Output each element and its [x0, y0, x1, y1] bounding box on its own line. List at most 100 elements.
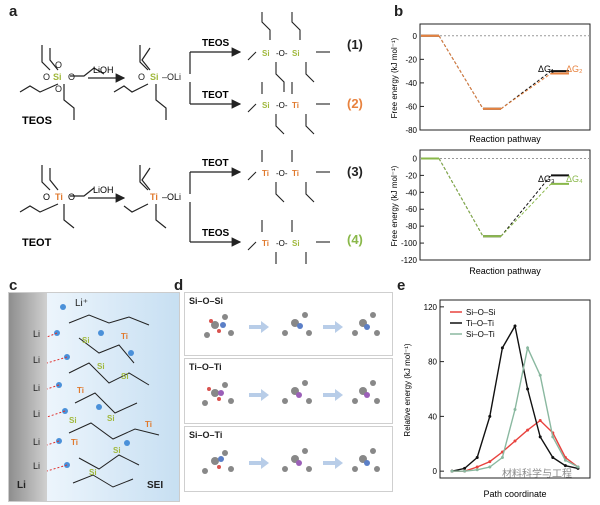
lioh-label-top: LiOH: [93, 65, 114, 75]
p3-ti-1: Ti: [262, 169, 269, 178]
teos-si-atom: Si: [53, 72, 62, 82]
int-oli: –OLi: [162, 72, 181, 82]
bottom-chart-tick-label-4: -80: [405, 222, 417, 231]
li-metal-label: Li: [17, 480, 26, 491]
free-energy-charts: 0 -20 -40 -60 -80 Reaction pathway Free ener…: [390, 23, 591, 276]
e-point-1-6: [526, 387, 530, 391]
sei-schematic: Si Ti Si Ti Si Si Si Ti Ti Si Si: [8, 292, 180, 502]
bottom-chart-frame: [419, 149, 591, 261]
li-label-3: Li: [33, 383, 41, 393]
svg-text:Ti: Ti: [71, 438, 78, 447]
bottom-chart-ylabel: Free energy (kJ mol⁻¹): [390, 165, 399, 246]
e-point-2-0: [450, 469, 454, 473]
e-point-0-6: [526, 428, 530, 432]
p2-ti: Ti: [292, 101, 299, 110]
bottom-dg4-label: ΔG₄: [566, 174, 583, 184]
e-legend-label-0: Si–O–Si: [466, 308, 496, 317]
product-label-2: (2): [347, 96, 363, 111]
e-chart-xlabel: Path coordinate: [483, 489, 546, 499]
top-dg1-label: ΔG₁: [538, 64, 554, 74]
e-point-0-7: [538, 418, 542, 422]
li-label-2: Li: [33, 355, 41, 365]
e-point-1-1: [463, 466, 467, 470]
mechanism-row-label-1: Si–O–Si: [189, 296, 224, 306]
e-point-1-7: [538, 435, 542, 439]
teot-ti-atom: Ti: [55, 192, 63, 202]
relative-energy-chart: 0 40 80 120 Si–O–Si Ti–O–Ti Si–O–Ti Path coor…: [403, 299, 591, 499]
si-oli-molecule: [113, 45, 167, 120]
p2-si: Si: [262, 101, 270, 110]
teos-o-4: O: [55, 84, 62, 94]
svg-text:Ti: Ti: [77, 386, 84, 395]
li-ion-label: Li⁺: [75, 298, 89, 309]
e-chart-lines: [450, 324, 580, 473]
e-point-2-9: [563, 458, 567, 462]
e-point-0-3: [488, 460, 492, 464]
top-chart-frame: [419, 23, 591, 131]
teot-label: TEOT: [22, 237, 52, 249]
teos-o-3: O: [55, 60, 62, 70]
sei-network: Si Ti Si Ti Si Si Si Ti Ti Si Si: [46, 304, 160, 488]
p4-o: -O-: [276, 239, 288, 248]
svg-text:Si: Si: [82, 336, 90, 345]
p3-o: -O-: [276, 169, 288, 178]
bottom-chart-connector-0-1: [500, 175, 552, 237]
e-point-2-7: [538, 373, 542, 377]
top-chart-ylabel: Free energy (kJ mol⁻¹): [390, 37, 399, 118]
teos-reagent-label-2: TEOS: [202, 228, 230, 239]
svg-text:Ti: Ti: [145, 420, 152, 429]
svg-text:Si: Si: [97, 362, 105, 371]
int-ti-oli: –OLi: [162, 192, 181, 202]
e-point-1-5: [513, 324, 517, 328]
e-point-2-2: [475, 468, 479, 472]
top-chart-tick-label-3: -60: [405, 102, 417, 111]
mechanism-row-ti-o-ti: Ti–O–Ti: [184, 358, 393, 424]
top-chart-tick-label-0: 0: [413, 32, 418, 41]
reaction-scheme: Si O O O O TEOS LiOH Si –OLi O TEOS TEOT…: [19, 12, 330, 264]
li-label-5: Li: [33, 437, 41, 447]
product-label-4: (4): [347, 232, 363, 247]
product-3-molecule: [247, 150, 330, 203]
li-label-4: Li: [33, 409, 41, 419]
product-label-1: (1): [347, 37, 363, 52]
watermark: 材料科学与工程: [502, 467, 572, 480]
p1-si-2: Si: [292, 49, 300, 58]
teot-molecule: [19, 165, 95, 229]
e-tick-label-0: 0: [433, 467, 438, 476]
bottom-chart-tick-label-3: -60: [405, 205, 417, 214]
e-point-2-4: [500, 455, 504, 459]
panel-label-b: b: [394, 3, 404, 20]
teot-o-1: O: [43, 192, 50, 202]
mechanism-row-label-2: Ti–O–Ti: [189, 362, 222, 372]
li-label-6: Li: [33, 461, 41, 471]
svg-text:Si: Si: [113, 446, 121, 455]
int-o: O: [138, 72, 145, 82]
bottom-chart-xlabel: Reaction pathway: [469, 266, 541, 276]
teot-reagent-label: TEOT: [202, 90, 229, 101]
bottom-chart-ticks: 0 -20 -40 -60 -80 -100 -120: [401, 154, 424, 265]
bottom-chart-tick-label-2: -40: [405, 188, 417, 197]
top-chart-connector-1-0: [438, 35, 484, 110]
top-dg2-label: ΔG₂: [566, 64, 583, 74]
product-1-molecule: [247, 12, 330, 92]
e-point-2-6: [526, 346, 530, 350]
ti-oli-molecule: [123, 165, 167, 229]
e-chart-frame: [439, 299, 591, 479]
p3-ti-2: Ti: [292, 169, 299, 178]
int-si-atom: Si: [150, 72, 159, 82]
product-4-molecule: [247, 220, 330, 264]
lioh-label-bottom: LiOH: [93, 185, 114, 195]
top-chart-connector-0-1: [500, 70, 552, 110]
bottom-chart-tick-label-1: -20: [405, 171, 417, 180]
top-chart-lines: [420, 34, 590, 110]
teos-label: TEOS: [22, 115, 52, 127]
svg-text:Si: Si: [89, 468, 97, 477]
e-point-1-4: [500, 346, 504, 350]
p1-si-1: Si: [262, 49, 270, 58]
panel-label-d: d: [174, 277, 184, 294]
e-point-0-5: [513, 439, 517, 443]
bottom-dg3-label: ΔG₃: [538, 174, 555, 184]
e-chart-legend: Si–O–Si Ti–O–Ti Si–O–Ti: [450, 308, 496, 339]
bottom-chart-connector-1-1: [500, 183, 552, 237]
p2-o: -O-: [276, 101, 288, 110]
